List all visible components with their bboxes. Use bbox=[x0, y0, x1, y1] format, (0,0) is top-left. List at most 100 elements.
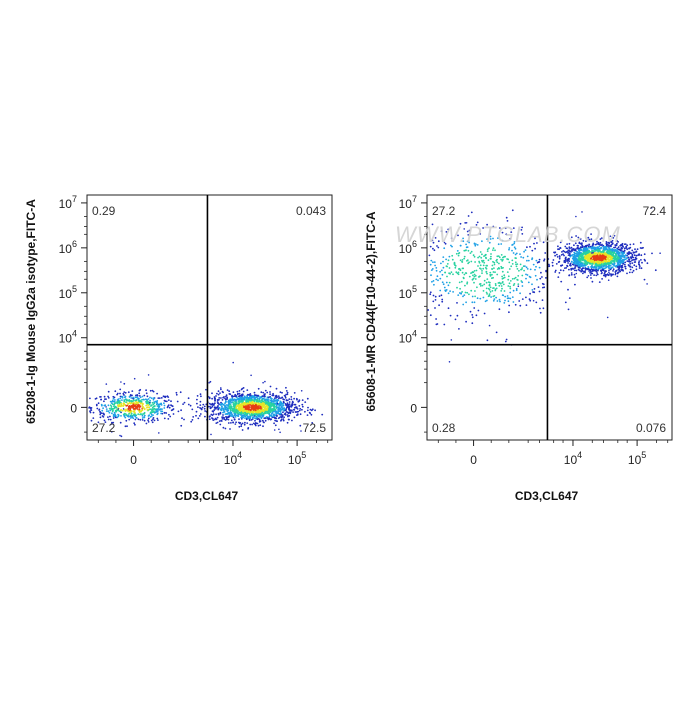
event-dot bbox=[572, 253, 574, 256]
event-dot bbox=[559, 269, 562, 272]
event-dot bbox=[442, 260, 444, 263]
event-dot bbox=[470, 211, 473, 214]
event-dot bbox=[105, 408, 108, 410]
event-dot bbox=[505, 338, 508, 341]
event-dot bbox=[494, 283, 497, 285]
event-dot bbox=[156, 412, 159, 415]
event-dot-outlier bbox=[575, 272, 578, 275]
event-dot bbox=[597, 258, 599, 260]
event-dot bbox=[239, 414, 242, 416]
event-dot bbox=[454, 266, 457, 269]
event-dot bbox=[287, 418, 290, 421]
event-dot bbox=[473, 307, 476, 309]
event-dot bbox=[134, 418, 137, 421]
event-dot bbox=[231, 395, 234, 398]
event-dot bbox=[466, 281, 469, 284]
event-dot bbox=[538, 266, 541, 269]
event-dot bbox=[489, 291, 492, 293]
event-dot bbox=[435, 318, 437, 320]
event-dot bbox=[574, 259, 577, 262]
event-dot bbox=[209, 380, 212, 383]
event-dot bbox=[624, 254, 627, 257]
event-dot bbox=[246, 399, 249, 402]
event-dot bbox=[221, 418, 224, 420]
event-dot bbox=[584, 255, 586, 257]
event-dot bbox=[461, 291, 463, 293]
event-dot bbox=[471, 295, 474, 298]
event-dot bbox=[492, 247, 495, 250]
event-dot bbox=[534, 268, 536, 271]
event-dot bbox=[438, 304, 440, 307]
event-dot bbox=[477, 256, 479, 259]
event-dot bbox=[245, 414, 248, 417]
event-dot bbox=[257, 387, 260, 390]
event-dot bbox=[295, 406, 298, 408]
event-dot bbox=[494, 249, 496, 252]
event-dot bbox=[286, 405, 289, 408]
event-dot bbox=[279, 407, 281, 410]
event-dot bbox=[290, 398, 293, 401]
y-tick-label: 104 bbox=[399, 329, 417, 346]
event-dot bbox=[493, 263, 496, 266]
event-dot bbox=[243, 397, 246, 400]
event-dot bbox=[119, 397, 122, 400]
event-dot bbox=[190, 420, 193, 423]
event-dot bbox=[489, 286, 492, 289]
event-dot bbox=[616, 260, 618, 263]
event-dot bbox=[478, 255, 481, 258]
event-dot bbox=[301, 399, 304, 401]
event-dot bbox=[212, 419, 215, 421]
event-dot-outlier bbox=[147, 374, 150, 376]
event-dot bbox=[146, 398, 148, 401]
event-dot bbox=[575, 252, 578, 255]
event-dot bbox=[166, 395, 169, 398]
event-dot bbox=[494, 271, 496, 274]
event-dot bbox=[249, 411, 252, 414]
event-dot bbox=[490, 257, 492, 260]
event-dot bbox=[274, 395, 277, 398]
event-dot bbox=[638, 263, 640, 265]
event-dot bbox=[624, 265, 627, 268]
event-dot bbox=[108, 407, 111, 410]
event-dot bbox=[637, 254, 639, 256]
event-dot bbox=[532, 263, 535, 266]
event-dot bbox=[501, 275, 503, 278]
event-dot bbox=[270, 399, 273, 402]
event-dot bbox=[277, 409, 280, 411]
event-dot bbox=[515, 263, 517, 266]
event-dot bbox=[542, 283, 545, 286]
event-dot bbox=[214, 400, 216, 402]
event-dot bbox=[159, 408, 162, 410]
event-dot bbox=[109, 415, 111, 418]
event-dot bbox=[512, 289, 515, 292]
event-dot bbox=[273, 404, 276, 407]
event-dot bbox=[506, 271, 509, 273]
event-dot bbox=[470, 260, 473, 263]
event-dot bbox=[632, 269, 635, 272]
event-dot bbox=[117, 409, 119, 412]
event-dot-outlier bbox=[208, 382, 210, 384]
event-dot bbox=[146, 404, 149, 406]
event-dot bbox=[127, 414, 129, 417]
event-dot bbox=[235, 396, 238, 399]
event-dot bbox=[107, 416, 109, 418]
event-dot bbox=[479, 297, 482, 300]
event-dot bbox=[461, 267, 464, 270]
event-dot bbox=[595, 270, 598, 273]
event-dot bbox=[501, 270, 504, 273]
event-dot bbox=[501, 277, 504, 280]
y-axis-title: 65208-1-Ig Mouse IgG2a isotype,FITC-A bbox=[24, 199, 38, 424]
event-dot-outlier bbox=[606, 316, 609, 319]
event-dot bbox=[451, 258, 454, 261]
event-dot bbox=[220, 406, 223, 408]
event-dot bbox=[282, 404, 284, 407]
event-dot bbox=[234, 416, 237, 418]
event-dot bbox=[279, 410, 282, 413]
event-dot bbox=[107, 410, 110, 413]
event-dot bbox=[475, 269, 478, 272]
event-dot bbox=[496, 300, 499, 302]
event-dot bbox=[128, 418, 131, 421]
event-dot bbox=[162, 395, 165, 398]
event-dot bbox=[565, 258, 567, 260]
event-dot bbox=[220, 397, 222, 399]
